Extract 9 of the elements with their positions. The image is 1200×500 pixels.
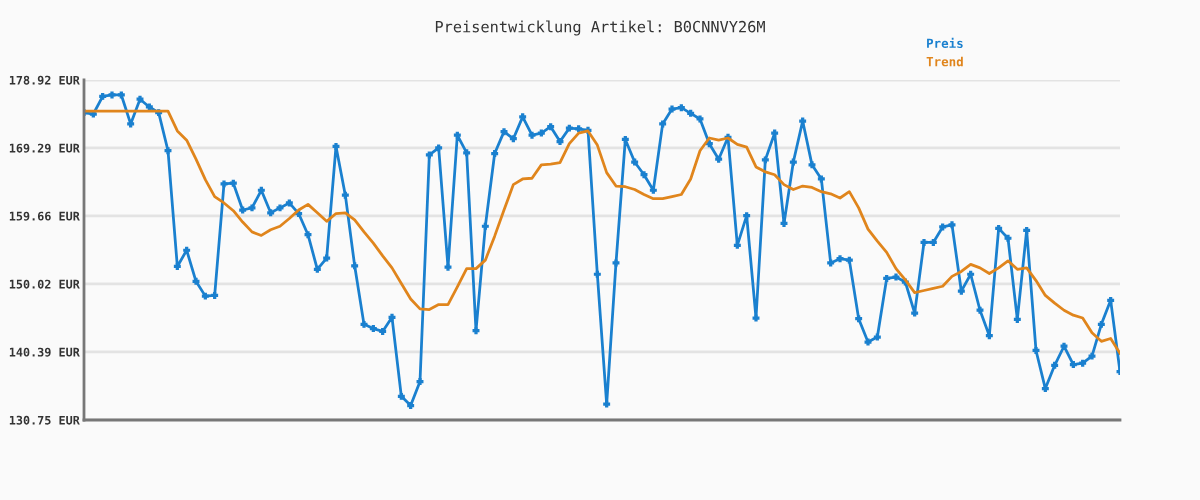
y-tick-label: 140.39 EUR <box>9 347 80 357</box>
y-tick-label: 130.75 EUR <box>9 415 80 425</box>
y-tick-label: 169.29 EUR <box>9 143 80 153</box>
y-tick-label: 159.66 EUR <box>9 211 80 221</box>
chart-title: Preisentwicklung Artikel: B0CNNVY26M <box>435 20 765 36</box>
y-tick-label: 150.02 EUR <box>9 279 80 289</box>
text: Preis <box>927 37 963 48</box>
y-tick-label: 178.92 EUR <box>9 75 80 85</box>
text: Trend <box>926 56 963 67</box>
